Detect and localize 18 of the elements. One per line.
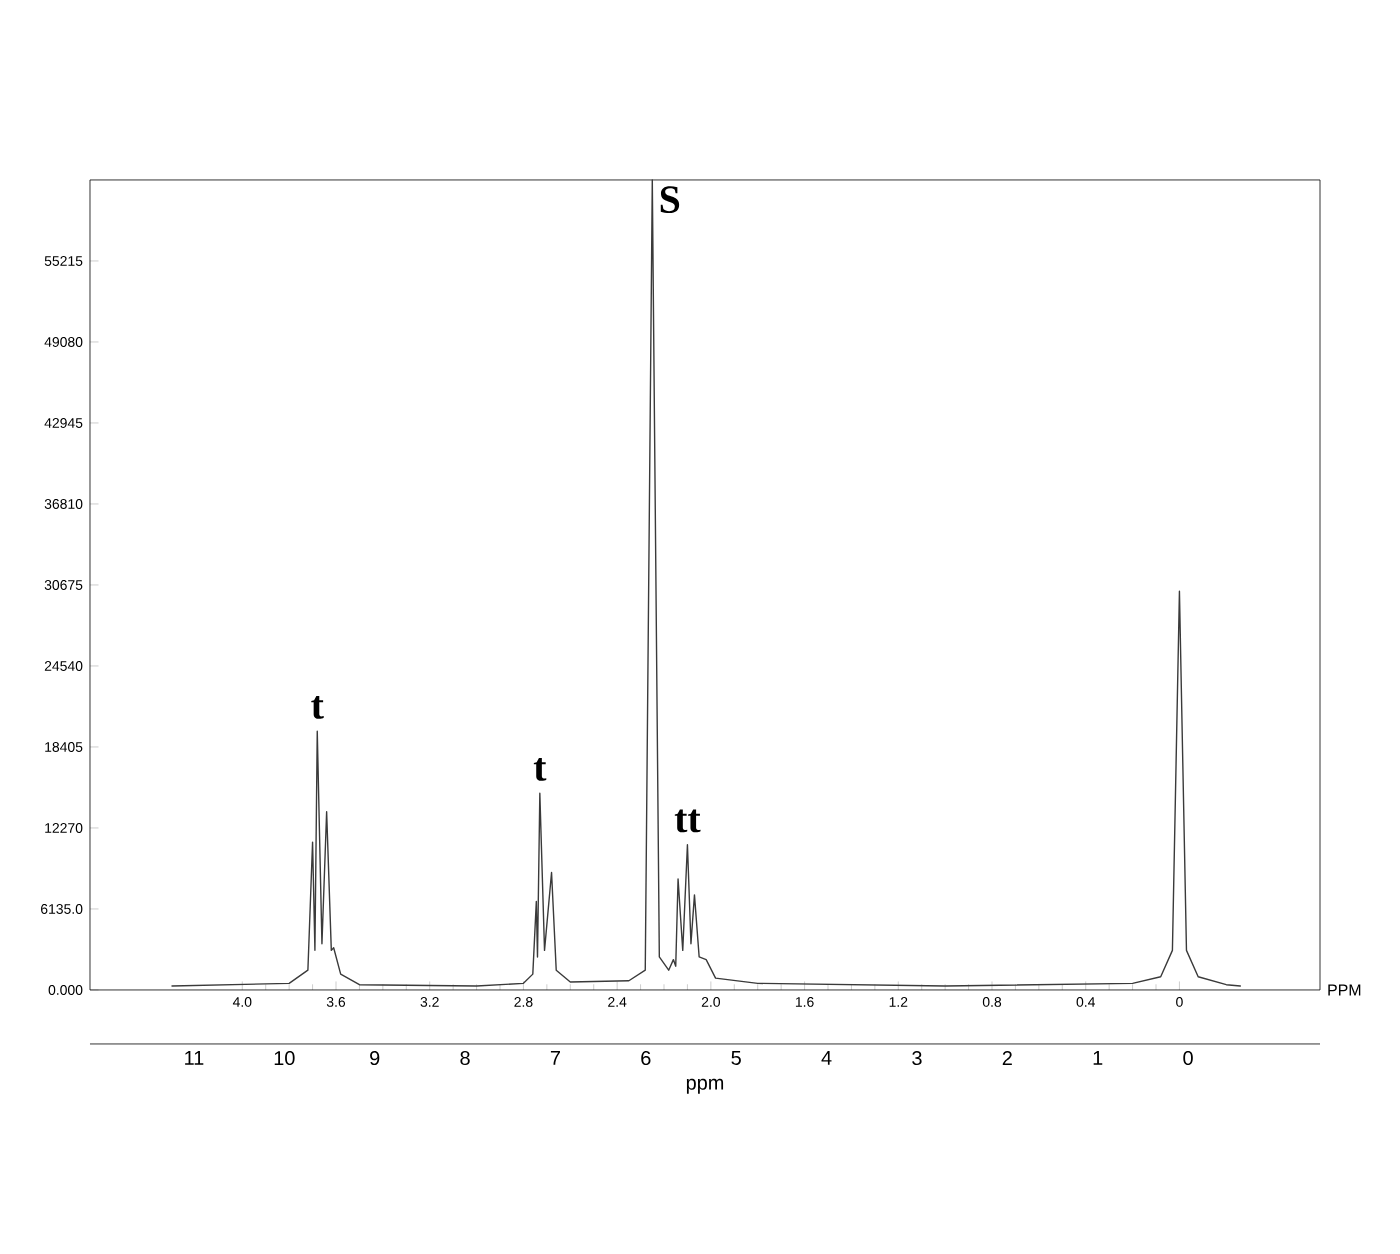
annotation: S (660, 186, 680, 214)
x2-tick-label: 1 (1093, 1051, 1103, 1065)
x2-tick-label: 6 (641, 1051, 651, 1066)
line-series (171, 179, 1242, 987)
x2-tick-label: 2 (1002, 1051, 1012, 1065)
x2-tick-label: 7 (550, 1051, 560, 1065)
x2-tick-label: 4 (821, 1051, 832, 1065)
annotation: tt (674, 809, 701, 833)
annotation: t (311, 696, 324, 719)
x2-tick-label: 5 (731, 1051, 741, 1065)
x2-tick-label: 9 (370, 1051, 380, 1066)
x2-tick-label: 8 (460, 1051, 470, 1066)
x2-tick-label: 10 (274, 1051, 295, 1066)
x2-tick-label: 3 (912, 1051, 922, 1066)
x2-axis-title: ppm (686, 1078, 724, 1094)
x2-tick-label: 11 (185, 1051, 204, 1065)
x2-tick-label: 0 (1183, 1051, 1193, 1066)
annotation: t (533, 758, 547, 781)
